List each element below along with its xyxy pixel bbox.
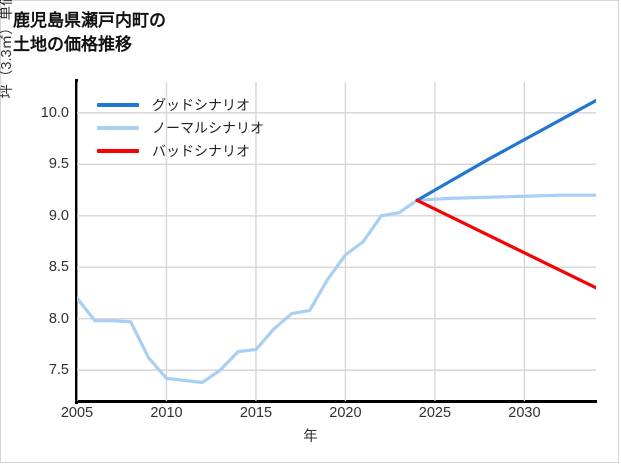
x-tick-label: 2010	[150, 405, 183, 421]
legend-item[interactable]: ノーマルシナリオ	[97, 116, 317, 139]
x-tick-label: 2005	[60, 405, 94, 421]
y-tick-label: 9.5	[48, 156, 69, 173]
chart-svg	[77, 82, 596, 401]
y-tick-label: 10.0	[40, 104, 69, 121]
x-tick-label: 2020	[329, 405, 362, 421]
legend-swatch-line-icon	[97, 148, 139, 153]
y-tick-label: 7.5	[48, 362, 69, 379]
series-line-good	[415, 98, 596, 202]
legend-swatch-line-icon	[97, 125, 139, 130]
chart-legend: グッドシナリオ ノーマルシナリオ バッドシナリオ	[97, 93, 317, 162]
x-axis-label: 年	[303, 429, 318, 445]
legend-label: バッドシナリオ	[152, 144, 250, 160]
y-tick-label: 8.5	[48, 259, 69, 276]
series-line-normal	[77, 193, 596, 385]
series-line-bad	[415, 198, 596, 290]
legend-swatch-line-icon	[97, 102, 139, 107]
legend-label: グッドシナリオ	[152, 98, 250, 114]
legend-item[interactable]: バッドシナリオ	[97, 139, 317, 162]
x-axis-line	[75, 400, 597, 403]
x-tick-label: 2015	[239, 405, 273, 421]
data-series	[77, 98, 596, 385]
y-tick-label: 9.0	[48, 207, 69, 224]
y-axis-line	[75, 79, 78, 404]
legend-item[interactable]: グッドシナリオ	[97, 93, 317, 116]
legend-label: ノーマルシナリオ	[152, 121, 264, 137]
chart-title: 鹿児島県瀬戸内町の 土地の価格推移	[13, 11, 166, 55]
y-tick-label: 8.0	[48, 310, 69, 327]
x-tick-label: 2025	[418, 405, 452, 421]
x-tick-label: 2030	[508, 405, 541, 421]
plot-area	[77, 82, 596, 401]
